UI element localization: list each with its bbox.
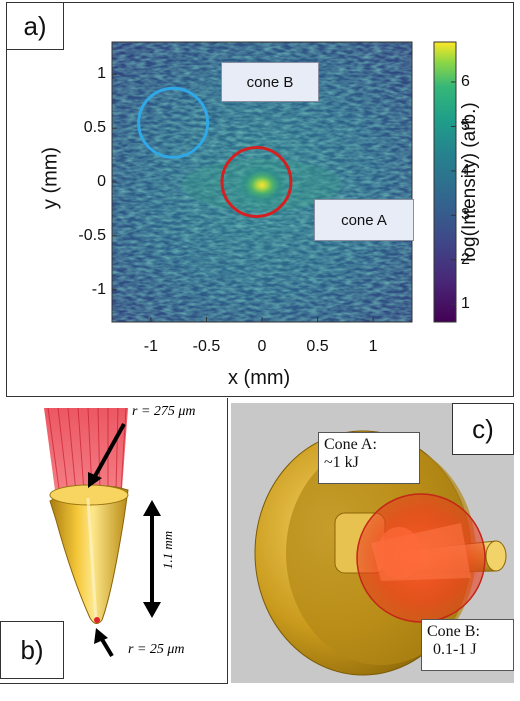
cone-length: 1.1 mm [160, 530, 175, 570]
panel-b-label: b) [0, 621, 64, 679]
cone-b-title: Cone B: [427, 623, 480, 640]
y-tick-label: 0.5 [83, 119, 106, 137]
cone-top-radius: r = 275 μm [132, 404, 196, 419]
x-tick-label: 0.5 [306, 338, 329, 355]
x-tick-label: 0 [257, 338, 267, 355]
x-tick-label: -1 [143, 338, 158, 355]
colorbar-tick-label: 3 [461, 206, 470, 224]
colorbar-tick-label: 2 [461, 250, 470, 268]
cone-b-tag: cone B [221, 62, 319, 102]
y-tick-label: -0.5 [78, 226, 106, 244]
x-axis-title: x (mm) [228, 367, 291, 389]
cone-a-note: Cone A: ~1 kJ [318, 432, 420, 484]
cone-b-note: Cone B: 0.1-1 J [421, 619, 514, 671]
y-tick-label: -1 [91, 280, 106, 298]
y-axis-title: y (mm) [39, 146, 62, 210]
colorbar-title: log(Intensity) (arb.) [459, 102, 480, 262]
cone-illustration [44, 407, 161, 658]
cone-a-energy: ~1 kJ [324, 454, 359, 471]
y-tick-label: 1 [97, 65, 106, 83]
colorbar-tick-label: 6 [461, 73, 470, 90]
target-illustration [254, 430, 507, 676]
y-tick-label: 0 [97, 173, 106, 190]
cone-a-title: Cone A: [324, 436, 377, 453]
cone-b-circle [137, 86, 210, 159]
x-tick-label: 1 [368, 338, 378, 355]
cone-b-energy: 0.1-1 J [433, 641, 477, 658]
colorbar-tick-label: 4 [461, 161, 470, 179]
cone-a-circle [220, 146, 293, 218]
cone-a-tag: cone A [314, 199, 414, 241]
panel-a-frame [6, 2, 514, 397]
panel-a-heatmap [111, 41, 457, 323]
panel-a-label: a) [6, 2, 64, 50]
cone-tip-radius: r = 25 μm [128, 642, 185, 657]
colorbar-tick-label: 1 [461, 295, 470, 313]
colorbar-tick-label: 5 [461, 117, 470, 135]
panel-c-label: c) [452, 403, 514, 455]
panel-b-frame [0, 398, 228, 684]
x-tick-label: -0.5 [192, 338, 221, 355]
